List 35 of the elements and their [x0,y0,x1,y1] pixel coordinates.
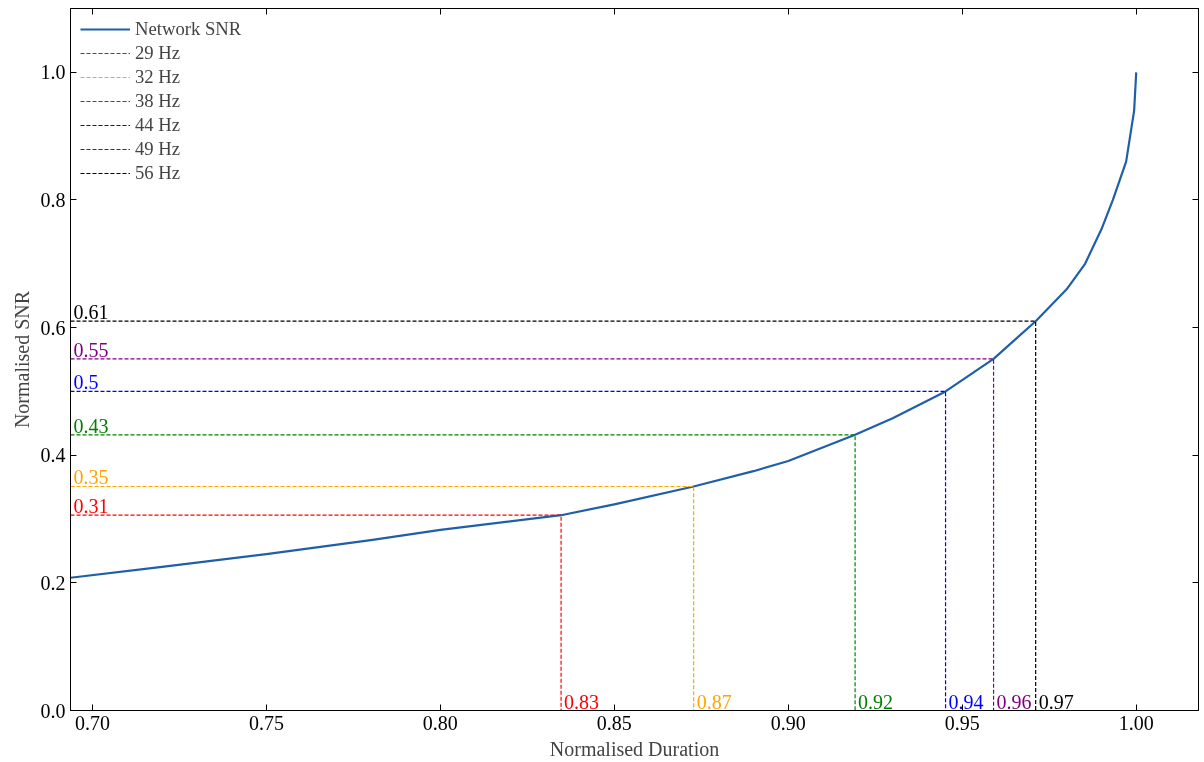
y-tick-label: 0.6 [40,316,66,339]
x-tick-label: 0.75 [248,711,284,734]
annotation: 0.83 [564,690,600,713]
legend-label: 56 Hz [135,162,181,184]
data-label: 0.43 [73,414,109,437]
data-label: 0.31 [73,495,109,518]
annotation: 0.97 [1038,690,1074,713]
legend-label: 38 Hz [135,90,181,112]
legend-label: Network SNR [135,18,242,40]
x-tick-label: 0.80 [422,711,458,734]
y-axis-title: Normalised SNR [10,290,33,429]
line-series [70,71,1138,579]
x-tick-label: 0.85 [596,711,632,734]
y-tick-label: 1.0 [40,61,66,84]
data-label: 0.55 [73,338,109,361]
annotation: 0.96 [996,690,1032,713]
x-axis-title: Normalised Duration [549,737,720,760]
x-tick-label: 0.70 [74,711,110,734]
legend-label: 29 Hz [135,42,181,64]
data-label: 0.61 [73,301,109,324]
x-tick-label: 0.95 [944,711,980,734]
annotation: 0.92 [858,690,894,713]
x-tick-label: 1.00 [1118,711,1154,734]
legend-label: 49 Hz [135,138,181,160]
data-label: 0.5 [73,371,99,394]
y-tick-label: 0.2 [40,571,66,594]
data-label: 0.35 [73,466,109,489]
annotation: 0.94 [948,690,984,713]
legend-label: 32 Hz [135,66,181,88]
x-tick-label: 0.90 [770,711,806,734]
y-tick-label: 0.4 [40,444,66,467]
annotation: 0.87 [696,690,732,713]
legend-label: 44 Hz [135,114,181,136]
y-tick-label: 0.8 [40,188,66,211]
y-tick-label: 0.0 [40,699,66,722]
